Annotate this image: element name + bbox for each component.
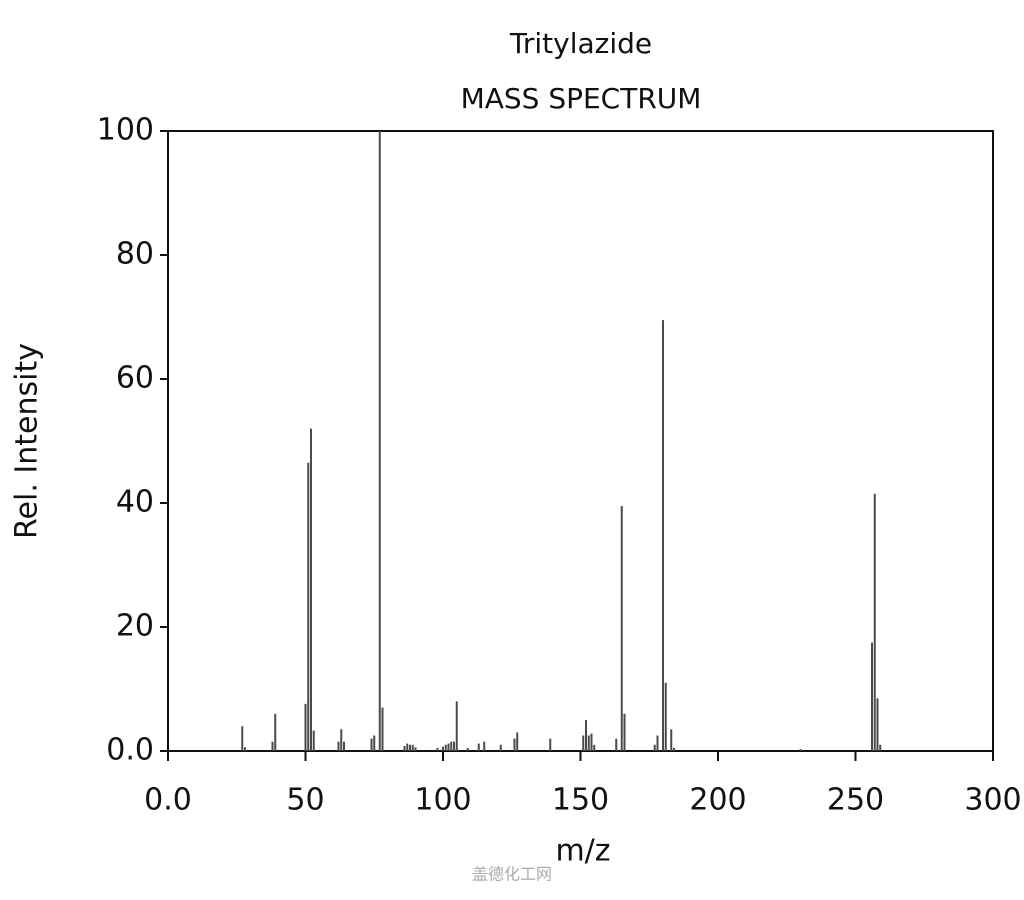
bar xyxy=(662,320,664,751)
bar xyxy=(455,701,458,751)
bar xyxy=(871,642,873,751)
y-tick-label: 40 xyxy=(116,485,154,520)
y-axis-label: Rel. Intensity xyxy=(10,343,45,539)
y-tick-label: 20 xyxy=(116,609,154,644)
bar xyxy=(615,738,618,751)
bar xyxy=(411,744,414,751)
bar xyxy=(447,743,450,751)
x-tick-label: 200 xyxy=(689,783,746,818)
bar xyxy=(466,747,469,751)
bar xyxy=(414,747,417,751)
bar xyxy=(620,506,623,751)
bar xyxy=(442,746,444,751)
bar xyxy=(876,698,879,751)
chart-subtitle: MASS SPECTRUM xyxy=(461,82,702,115)
bar xyxy=(343,741,345,751)
bar xyxy=(587,735,590,751)
bar xyxy=(406,743,409,751)
bar xyxy=(381,707,384,751)
y-tick-label: 80 xyxy=(116,237,154,272)
bar xyxy=(370,738,373,751)
bar xyxy=(307,462,310,751)
bar xyxy=(304,703,307,751)
bar xyxy=(664,682,667,751)
x-tick-label: 300 xyxy=(964,783,1021,818)
bar xyxy=(590,733,593,751)
bar xyxy=(513,738,516,751)
bar xyxy=(244,747,246,751)
x-axis-label: m/z xyxy=(555,834,610,869)
bar xyxy=(516,732,519,751)
bar xyxy=(378,131,381,751)
y-tick-label: 60 xyxy=(116,361,154,396)
bar xyxy=(653,744,656,751)
bar xyxy=(453,741,455,751)
y-tick-label: 0.0 xyxy=(106,733,154,768)
bar xyxy=(673,747,675,751)
y-tick-label: 100 xyxy=(97,113,154,148)
x-tick-label: 150 xyxy=(552,783,609,818)
bar xyxy=(873,493,876,751)
x-tick-label: 50 xyxy=(286,783,324,818)
bar xyxy=(477,743,480,751)
bar xyxy=(670,729,673,751)
bar xyxy=(373,735,376,751)
bar xyxy=(799,749,802,751)
bar xyxy=(403,746,406,751)
x-tick-label: 0.0 xyxy=(144,783,192,818)
chart-title: Tritylazide xyxy=(509,27,652,60)
x-tick-label: 100 xyxy=(414,783,471,818)
plot-frame xyxy=(167,130,994,752)
bar xyxy=(271,741,274,751)
bar xyxy=(499,744,502,751)
bar xyxy=(483,741,486,751)
bar xyxy=(582,735,585,751)
bar xyxy=(241,726,244,751)
bar xyxy=(656,735,659,751)
bar xyxy=(593,744,596,751)
x-tick-label: 250 xyxy=(827,783,884,818)
bar xyxy=(312,730,315,751)
bar xyxy=(310,428,312,751)
bar xyxy=(340,729,343,751)
bar xyxy=(337,741,340,751)
bar xyxy=(444,744,447,751)
bar xyxy=(436,747,439,751)
bar xyxy=(585,720,587,751)
bar xyxy=(450,741,453,751)
bar xyxy=(623,713,626,751)
bar xyxy=(409,744,411,751)
watermark: 盖德化工网 xyxy=(472,865,552,884)
bar xyxy=(274,713,277,751)
bar xyxy=(879,744,882,751)
bar xyxy=(549,738,552,751)
